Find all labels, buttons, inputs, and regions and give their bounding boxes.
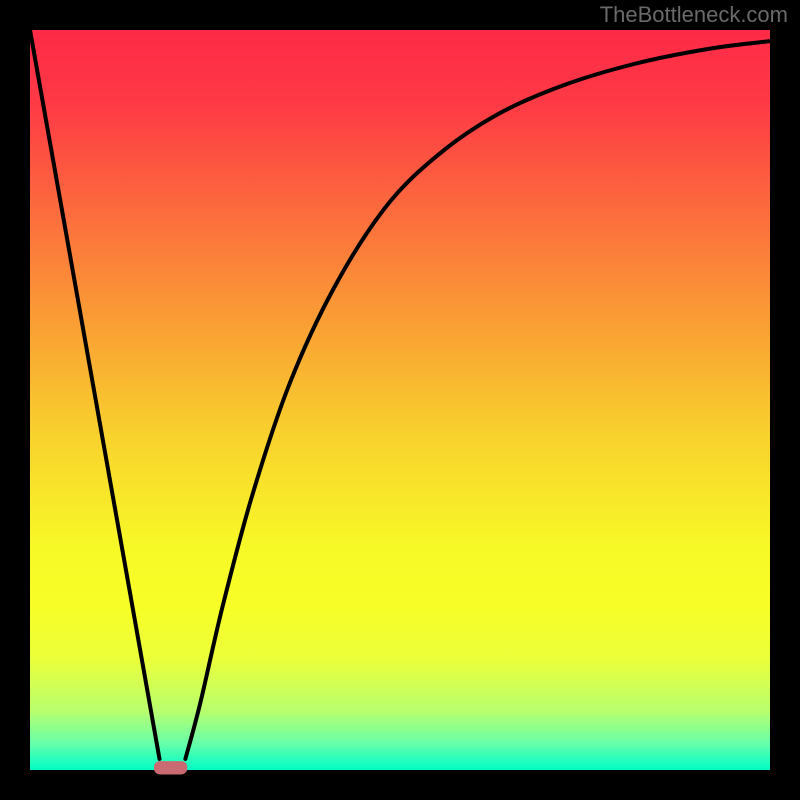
bottleneck-chart-svg xyxy=(0,0,800,800)
watermark-text: TheBottleneck.com xyxy=(600,2,788,28)
minimum-marker xyxy=(154,761,187,774)
chart-container: TheBottleneck.com xyxy=(0,0,800,800)
